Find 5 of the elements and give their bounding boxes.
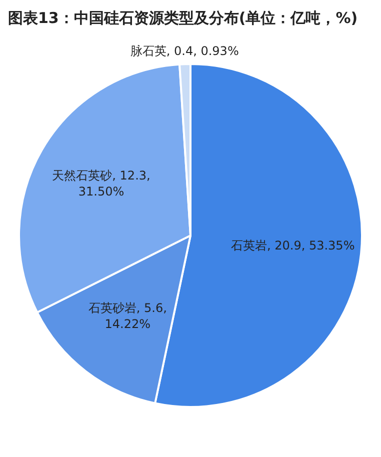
slice-label: 石英砂岩, 5.6, 14.22% [88, 301, 167, 332]
slice-label: 天然石英砂, 12.3, 31.50% [52, 168, 150, 198]
slice-label: 脉石英, 0.4, 0.93% [130, 44, 239, 58]
slice-label: 石英岩, 20.9, 53.35% [230, 238, 355, 252]
chart-title: 图表13：中国硅石资源类型及分布(单位：亿吨，%) [8, 8, 359, 29]
